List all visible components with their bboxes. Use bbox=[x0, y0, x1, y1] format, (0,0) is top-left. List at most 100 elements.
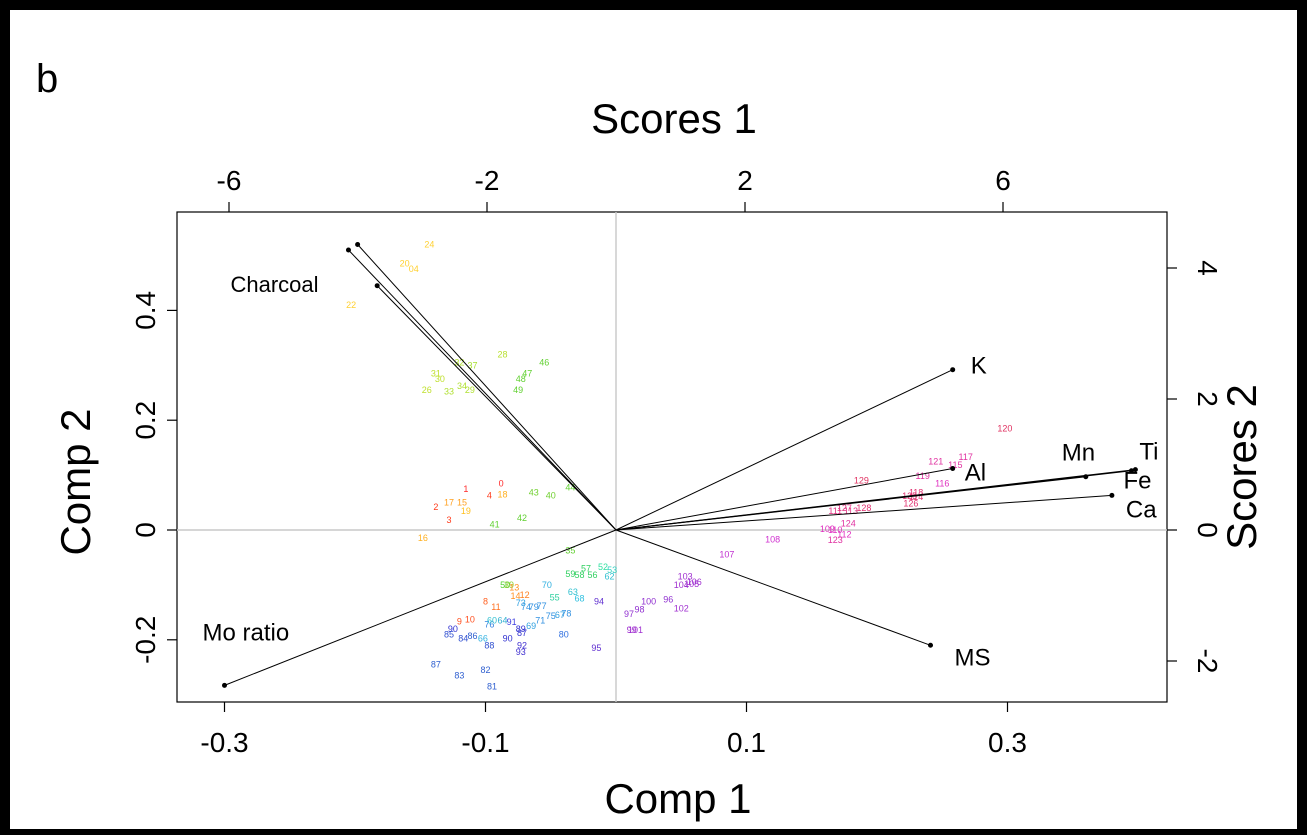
score-point-label: 92 bbox=[517, 640, 527, 650]
score-point-label: 124 bbox=[841, 518, 856, 528]
score-point-label: 78 bbox=[561, 608, 571, 618]
score-point-label: 11 bbox=[491, 602, 500, 612]
reference-lines bbox=[177, 212, 1167, 702]
score-point-label: 57 bbox=[581, 563, 591, 573]
score-point-label: 20 bbox=[400, 259, 410, 269]
loading-tip bbox=[1132, 467, 1138, 473]
left-tick-label: 0.2 bbox=[130, 401, 161, 440]
loading-arrow bbox=[615, 494, 1112, 531]
top-tick-label: 2 bbox=[737, 165, 753, 196]
bottom-tick-label: -0.1 bbox=[461, 727, 509, 758]
score-point-label: 33 bbox=[444, 387, 454, 397]
score-point-label: 121 bbox=[928, 456, 943, 466]
score-point-label: 87 bbox=[517, 628, 527, 638]
score-point-label: 53 bbox=[607, 565, 617, 575]
loading-label: Charcoal bbox=[230, 272, 318, 297]
score-point-label: 118 bbox=[909, 488, 923, 498]
score-point-label: 74 bbox=[521, 602, 531, 612]
score-point-label: 60 bbox=[487, 616, 497, 626]
loading-tip bbox=[950, 466, 956, 472]
score-point-label: 47 bbox=[522, 369, 532, 379]
top-axis-title: Scores 1 bbox=[591, 95, 757, 142]
score-point-label: 114 bbox=[909, 492, 923, 502]
loading-label: Al bbox=[965, 460, 986, 487]
plot-area-border bbox=[176, 211, 1168, 703]
score-point-label: 85 bbox=[444, 629, 454, 639]
loading-arrow bbox=[348, 249, 617, 531]
score-point-label: 109 bbox=[820, 524, 835, 534]
score-point-label: 128 bbox=[856, 503, 871, 513]
score-point-label: 52 bbox=[598, 562, 608, 572]
score-point-label: 81 bbox=[487, 681, 497, 691]
left-tick-label: -0.2 bbox=[130, 616, 161, 664]
score-point-label: 14 bbox=[511, 591, 521, 601]
x-axis-title: Comp 1 bbox=[604, 775, 751, 822]
loading-tip bbox=[374, 283, 380, 289]
score-point-label: 29 bbox=[465, 385, 475, 395]
score-point-label: 50 bbox=[500, 580, 510, 590]
score-point-label: 86 bbox=[467, 631, 477, 641]
score-point-label: 2 bbox=[433, 502, 438, 512]
loading-arrow bbox=[224, 529, 617, 686]
score-point-label: 106 bbox=[687, 577, 702, 587]
score-point-label: 77 bbox=[537, 601, 547, 611]
score-point-label: 28 bbox=[497, 349, 507, 359]
score-point-label: 107 bbox=[719, 550, 734, 560]
right-tick-label: 4 bbox=[1192, 260, 1223, 276]
score-point-label: 129 bbox=[854, 476, 869, 486]
score-point-label: 17 bbox=[444, 498, 454, 508]
score-point-label: 37 bbox=[467, 360, 477, 370]
score-point-label: 10 bbox=[465, 614, 475, 624]
loading-label: Fe bbox=[1123, 468, 1151, 495]
panel-label: b bbox=[36, 57, 58, 101]
score-point-label: 43 bbox=[529, 488, 539, 498]
score-point-label: 75 bbox=[546, 611, 556, 621]
bottom-tick-label: -0.3 bbox=[200, 727, 248, 758]
score-point-label: 110 bbox=[828, 525, 842, 535]
bottom-tick-label: 0.1 bbox=[727, 727, 766, 758]
loading-arrow bbox=[615, 529, 931, 646]
score-point-label: 66 bbox=[478, 634, 488, 644]
score-point-label: 95 bbox=[591, 643, 601, 653]
score-point-label: 24 bbox=[424, 240, 434, 250]
score-point-label: 93 bbox=[516, 647, 526, 657]
score-point-label: 82 bbox=[480, 665, 490, 675]
score-point-label: 32 bbox=[454, 358, 464, 368]
score-point-label: 48 bbox=[516, 374, 526, 384]
loading-tip bbox=[345, 247, 351, 253]
bottom-tick-label: 0.3 bbox=[988, 727, 1027, 758]
score-point-label: 68 bbox=[574, 594, 584, 604]
score-point-label: 119 bbox=[915, 471, 929, 481]
loading-label: Ca bbox=[1126, 496, 1157, 523]
loading-label: Ti bbox=[1139, 439, 1158, 466]
loading-arrow bbox=[615, 369, 953, 531]
score-point-label: 94 bbox=[594, 596, 604, 606]
loading-arrow bbox=[615, 468, 953, 531]
score-point-label: 76 bbox=[484, 619, 494, 629]
score-point-label: 111 bbox=[828, 506, 842, 516]
score-point-label: 102 bbox=[674, 604, 689, 614]
loading-tip bbox=[1109, 492, 1115, 498]
score-point-label: 73 bbox=[516, 598, 526, 608]
left-tick-label: 0.4 bbox=[130, 291, 161, 330]
score-point-label: 108 bbox=[765, 534, 780, 544]
score-point-label: 100 bbox=[641, 596, 656, 606]
score-point-label: 63 bbox=[568, 587, 578, 597]
loading-tip bbox=[1128, 468, 1134, 474]
score-point-label: 3 bbox=[446, 515, 451, 525]
score-point-label: 120 bbox=[997, 423, 1012, 433]
score-point-label: 16 bbox=[418, 533, 428, 543]
score-point-label: 15 bbox=[457, 498, 467, 508]
score-point-label: 31 bbox=[431, 369, 441, 379]
score-point-label: 30 bbox=[435, 374, 445, 384]
score-point-label: 99 bbox=[627, 625, 637, 635]
score-point-label: 126 bbox=[903, 499, 918, 509]
score-point-label: 116 bbox=[935, 478, 949, 488]
loading-tip bbox=[222, 682, 227, 688]
score-point-label: 87 bbox=[431, 660, 441, 670]
score-point-label: 49 bbox=[513, 385, 523, 395]
loading-arrow bbox=[376, 285, 617, 531]
score-point-label: 56 bbox=[588, 570, 598, 580]
